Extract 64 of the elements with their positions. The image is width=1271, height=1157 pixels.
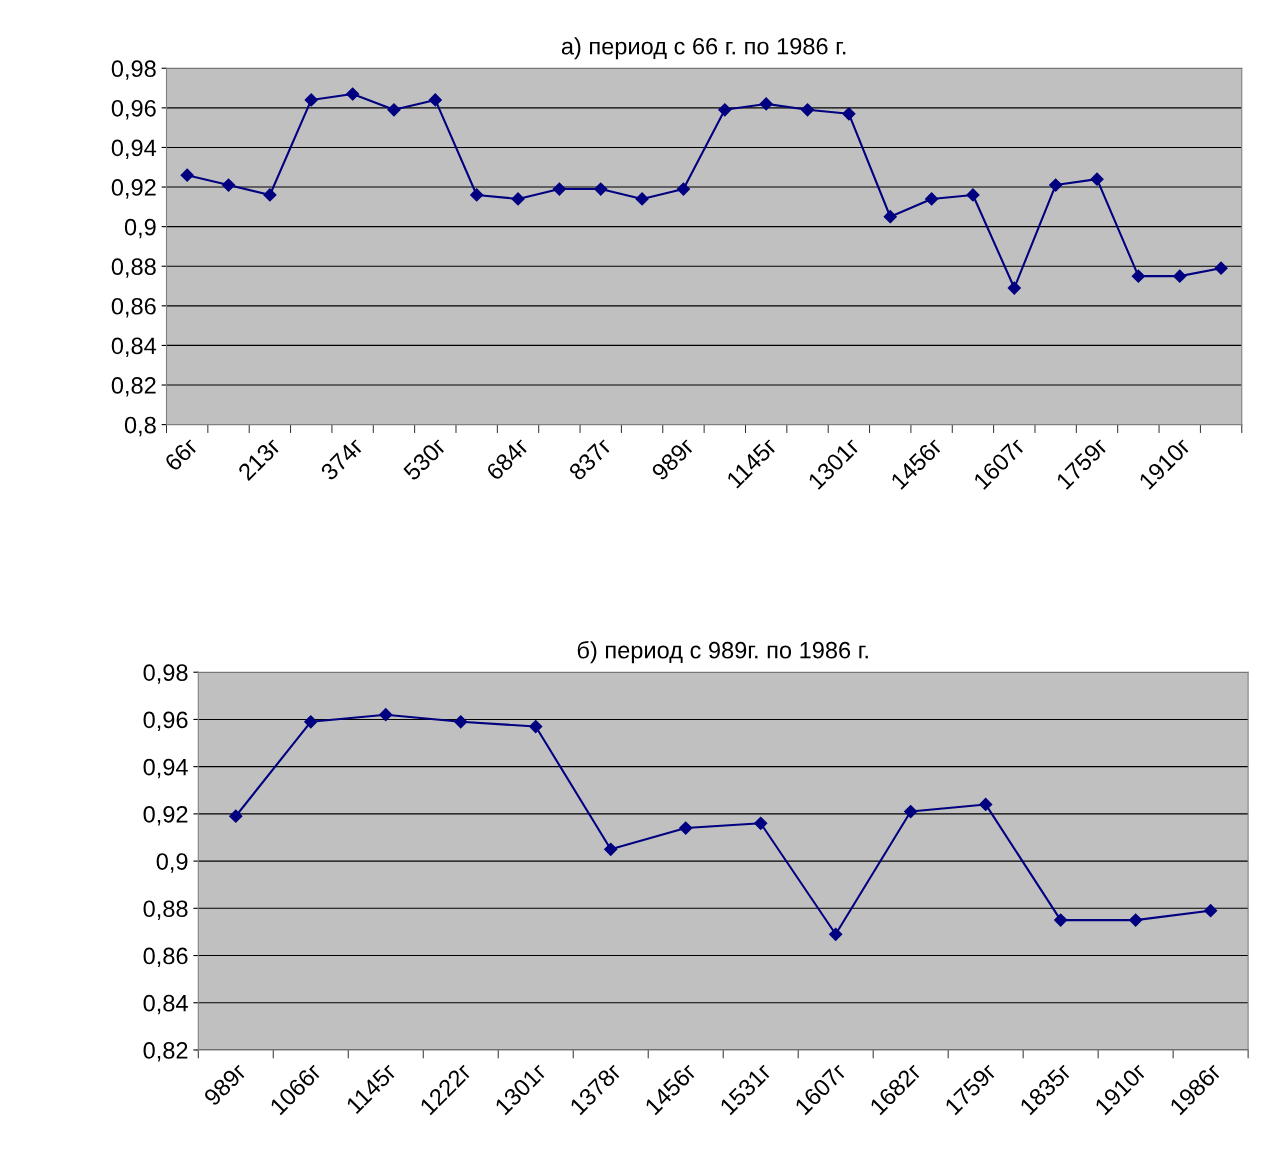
point: [529, 719, 543, 734]
point: [552, 182, 566, 196]
y-tick-label: 0,9: [156, 853, 188, 873]
point: [604, 842, 618, 856]
point: [379, 708, 393, 722]
point: [754, 816, 768, 830]
point: [387, 103, 401, 117]
y-tick-label: 0,9: [124, 218, 156, 239]
point: [1007, 281, 1021, 295]
chart-title: б) период с 989г. по 1986 г.: [577, 641, 868, 664]
point: [304, 715, 318, 729]
point: [829, 927, 843, 941]
y-tick-label: 0,86: [143, 947, 188, 968]
point: [679, 821, 693, 835]
point: [676, 182, 691, 196]
y-tick-label: 0,84: [111, 337, 157, 358]
y-tick-label: 0,84: [143, 994, 188, 1015]
point: [904, 804, 918, 819]
point: [263, 188, 277, 202]
point: [979, 797, 993, 812]
y-tick-label: 0,98: [143, 664, 188, 684]
point: [1204, 904, 1218, 918]
point: [800, 103, 815, 117]
point: [221, 178, 236, 192]
point: [454, 715, 468, 729]
y-tick-label: 0,8: [124, 416, 156, 437]
point: [1090, 172, 1104, 186]
point: [1054, 913, 1068, 927]
point: [1129, 913, 1143, 927]
y-tick-label: 0,88: [111, 258, 156, 278]
point: [594, 182, 608, 196]
point: [511, 192, 525, 206]
chart-title: а) период с 66 г. по 1986 г.: [561, 37, 846, 60]
y-tick-label: 0,88: [143, 900, 188, 920]
point: [1131, 269, 1145, 283]
y-tick-label: 0,96: [111, 99, 156, 120]
point: [428, 93, 442, 107]
point: [842, 107, 856, 121]
point: [966, 188, 980, 202]
x-tick-label: 66г: [163, 436, 199, 472]
point: [718, 103, 732, 117]
y-tick-label: 0,92: [111, 179, 156, 199]
y-tick-label: 0,82: [111, 377, 156, 397]
point: [346, 87, 360, 101]
point: [635, 192, 649, 206]
x-tick-label: 684г: [485, 436, 530, 482]
point: [883, 210, 897, 224]
y-tick-label: 0,94: [111, 139, 157, 160]
y-tick-label: 0,94: [143, 758, 188, 779]
point: [1049, 178, 1063, 192]
point: [470, 188, 484, 202]
point: [229, 809, 243, 823]
point: [1214, 261, 1228, 275]
y-tick-label: 0,98: [111, 60, 156, 80]
y-tick-label: 0,92: [143, 805, 188, 826]
x-tick-label: 989г: [203, 1062, 248, 1107]
point: [925, 192, 939, 206]
point: [759, 97, 773, 111]
y-tick-label: 0,96: [143, 711, 188, 732]
y-tick-label: 0,86: [111, 297, 156, 318]
point: [304, 93, 318, 107]
y-tick-label: 0,82: [143, 1042, 188, 1062]
point: [1173, 269, 1187, 283]
point: [180, 168, 194, 182]
